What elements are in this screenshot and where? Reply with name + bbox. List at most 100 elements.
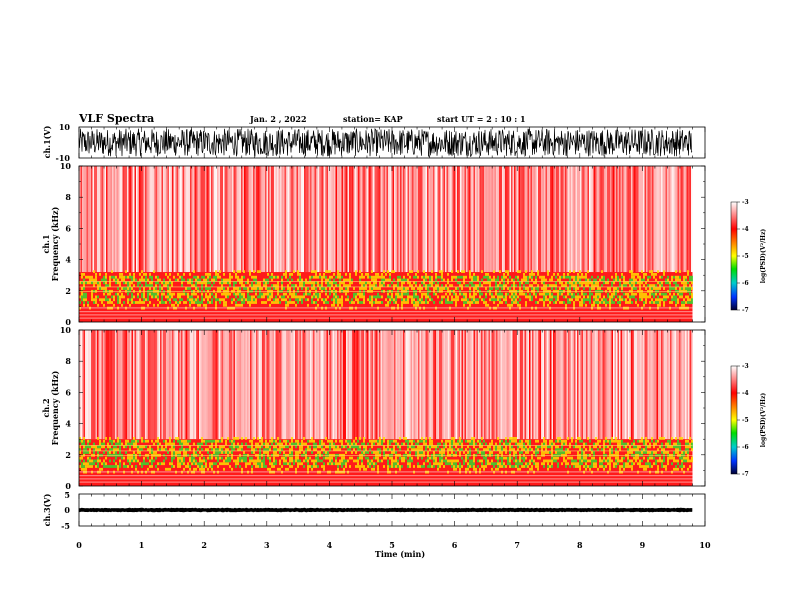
spec-band-cell <box>441 284 443 287</box>
spec-band-cell <box>395 298 397 302</box>
spec-band-cell <box>317 456 319 460</box>
spec-streak <box>653 330 655 440</box>
spec-band-cell <box>607 301 609 304</box>
spec-band-cell <box>139 273 141 276</box>
spec-streak <box>467 166 469 273</box>
spec-band-cell <box>357 292 359 296</box>
spec-streak <box>434 166 436 273</box>
spec-streak <box>623 330 625 440</box>
spec-band-cell <box>513 295 515 299</box>
spec-band-cell <box>413 303 415 307</box>
spec-streak <box>89 330 91 440</box>
spec-band-cell <box>261 287 263 290</box>
spec-streak <box>145 166 147 273</box>
spec-band-cell <box>181 445 183 449</box>
spec-band-cell <box>313 287 315 290</box>
spec-band-cell <box>297 465 299 468</box>
spec-band-cell <box>487 445 489 449</box>
spec-streak <box>82 330 84 440</box>
spec-band-cell <box>587 298 589 302</box>
spec-band-cell <box>417 462 419 466</box>
spec-band-cell <box>255 301 257 304</box>
spec-band-cell <box>387 303 389 307</box>
spec-band-cell <box>235 301 237 304</box>
spec-band-cell <box>587 437 589 440</box>
spec-band-cell <box>383 284 385 287</box>
spec-band-cell <box>613 278 615 282</box>
spec-band-cell <box>177 437 179 440</box>
spec-band-cell <box>519 298 521 302</box>
spec-band-cell <box>207 281 209 285</box>
spec-band-cell <box>505 456 507 460</box>
spec-streak <box>167 330 169 440</box>
spec-band-cell <box>657 301 659 304</box>
spec-band-cell <box>511 437 513 440</box>
spec-band-cell <box>345 465 347 468</box>
spec-band-cell <box>331 303 333 307</box>
spec-band-cell <box>243 284 245 287</box>
spec-band-cell <box>657 303 659 307</box>
spec-band-cell <box>189 467 191 471</box>
spec-band-cell <box>227 281 229 285</box>
spec-band-cell <box>375 278 377 282</box>
spec-band-cell <box>383 456 385 460</box>
spec-band-cell <box>207 439 209 443</box>
spec-band-cell <box>547 284 549 287</box>
spec-band-cell <box>227 451 229 454</box>
spec-streak <box>184 330 186 440</box>
spec-band-cell <box>499 298 501 302</box>
spec-band-cell <box>275 287 277 290</box>
spec-band-cell <box>677 275 679 279</box>
spec-band-cell <box>231 456 233 460</box>
spec-band-cell <box>521 292 523 296</box>
spec-band-cell <box>517 303 519 307</box>
spec-band-cell <box>561 445 563 449</box>
spec-band-cell <box>81 439 83 443</box>
spec-band-cell <box>463 459 465 463</box>
spec-band-cell <box>363 292 365 296</box>
spec-band-cell <box>273 445 275 449</box>
spec-band-cell <box>263 456 265 460</box>
spec-band-cell <box>341 301 343 304</box>
spec-band-cell <box>453 462 455 466</box>
spec-band-cell <box>285 303 287 307</box>
spec-band-cell <box>443 465 445 468</box>
spec-band-cell <box>215 298 217 302</box>
spec-band-cell <box>621 284 623 287</box>
spec-band-cell <box>257 281 259 285</box>
spec-band-cell <box>627 295 629 299</box>
spec-band-cell <box>117 287 119 290</box>
spec-band-cell <box>199 467 201 471</box>
spec-band-cell <box>339 301 341 304</box>
spec-band-cell <box>253 270 255 273</box>
spec-band-cell <box>311 275 313 279</box>
spec-band-cell <box>423 442 425 446</box>
spec-streak <box>659 330 661 440</box>
spec-band-cell <box>447 448 449 451</box>
spec-band-cell <box>335 301 337 304</box>
spec-streak <box>461 166 463 273</box>
spec-band-cell <box>369 439 371 443</box>
spec-band-cell <box>579 295 581 299</box>
spec-band-cell <box>597 287 599 290</box>
spec-band-cell <box>231 301 233 304</box>
spec-band-cell <box>343 281 345 285</box>
spec-band-cell <box>129 442 131 446</box>
spec-band-cell <box>191 456 193 460</box>
spec-band-cell <box>365 451 367 454</box>
spec-band-cell <box>597 467 599 471</box>
spec-band-cell <box>247 287 249 290</box>
spec-streak <box>148 330 150 440</box>
spec-streak <box>590 166 592 273</box>
spec-band-cell <box>651 298 653 302</box>
spec-band-cell <box>131 301 133 304</box>
spec-streak <box>266 330 268 440</box>
spec-streak <box>266 166 268 273</box>
spec-band-cell <box>497 445 499 449</box>
spec-band-cell <box>263 284 265 287</box>
spec-band-cell <box>577 292 579 296</box>
spec-band-cell <box>579 281 581 285</box>
spec-band-cell <box>545 439 547 443</box>
spec-band-cell <box>143 292 145 296</box>
spec-band-cell <box>121 442 123 446</box>
